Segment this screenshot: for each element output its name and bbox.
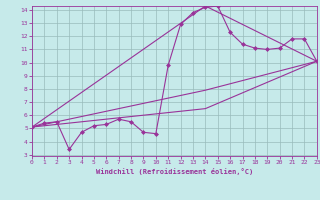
X-axis label: Windchill (Refroidissement éolien,°C): Windchill (Refroidissement éolien,°C): [96, 168, 253, 175]
